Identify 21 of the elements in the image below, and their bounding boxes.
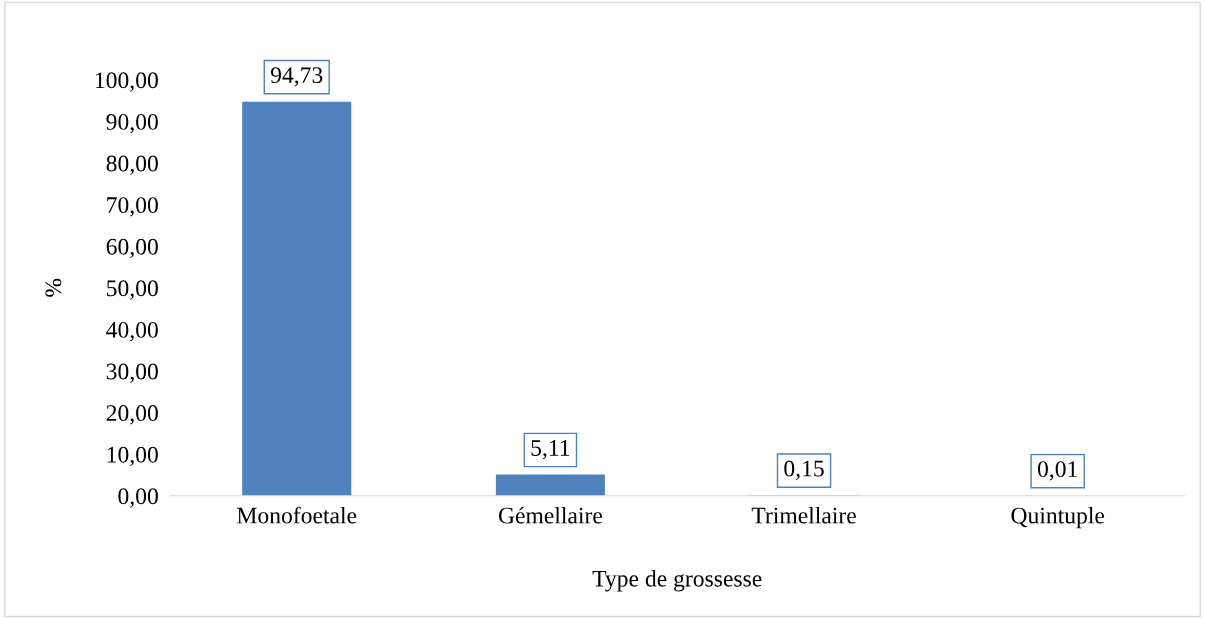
y-tick-label: 40,00: [106, 321, 158, 342]
x-tick-label: Trimellaire: [751, 506, 856, 524]
x-tick-label: Quintuple: [1011, 506, 1105, 529]
data-label: 0,01: [1037, 461, 1077, 481]
y-tick-label: 80,00: [106, 155, 158, 175]
y-tick-label: 0,00: [118, 488, 158, 508]
y-tick-label: 60,00: [106, 238, 158, 259]
data-label: 94,73: [270, 67, 323, 87]
data-label: 5,11: [531, 440, 570, 460]
x-axis-title: Type de grossesse: [592, 570, 762, 592]
y-tick-label: 30,00: [106, 363, 158, 383]
y-tick-label: 50,00: [107, 280, 158, 300]
x-tick-label: Monofoetale: [237, 506, 357, 524]
y-tick-label: 20,00: [106, 405, 158, 425]
y-tick-label: 70,00: [107, 197, 158, 217]
y-tick-label: 90,00: [106, 113, 158, 134]
data-label: 0,15: [784, 460, 824, 480]
y-tick-label: 100,00: [95, 72, 158, 92]
y-tick-label: 10,00: [107, 446, 158, 467]
x-tick-label: Gémellaire: [498, 506, 602, 524]
y-axis-title: %: [45, 278, 62, 297]
